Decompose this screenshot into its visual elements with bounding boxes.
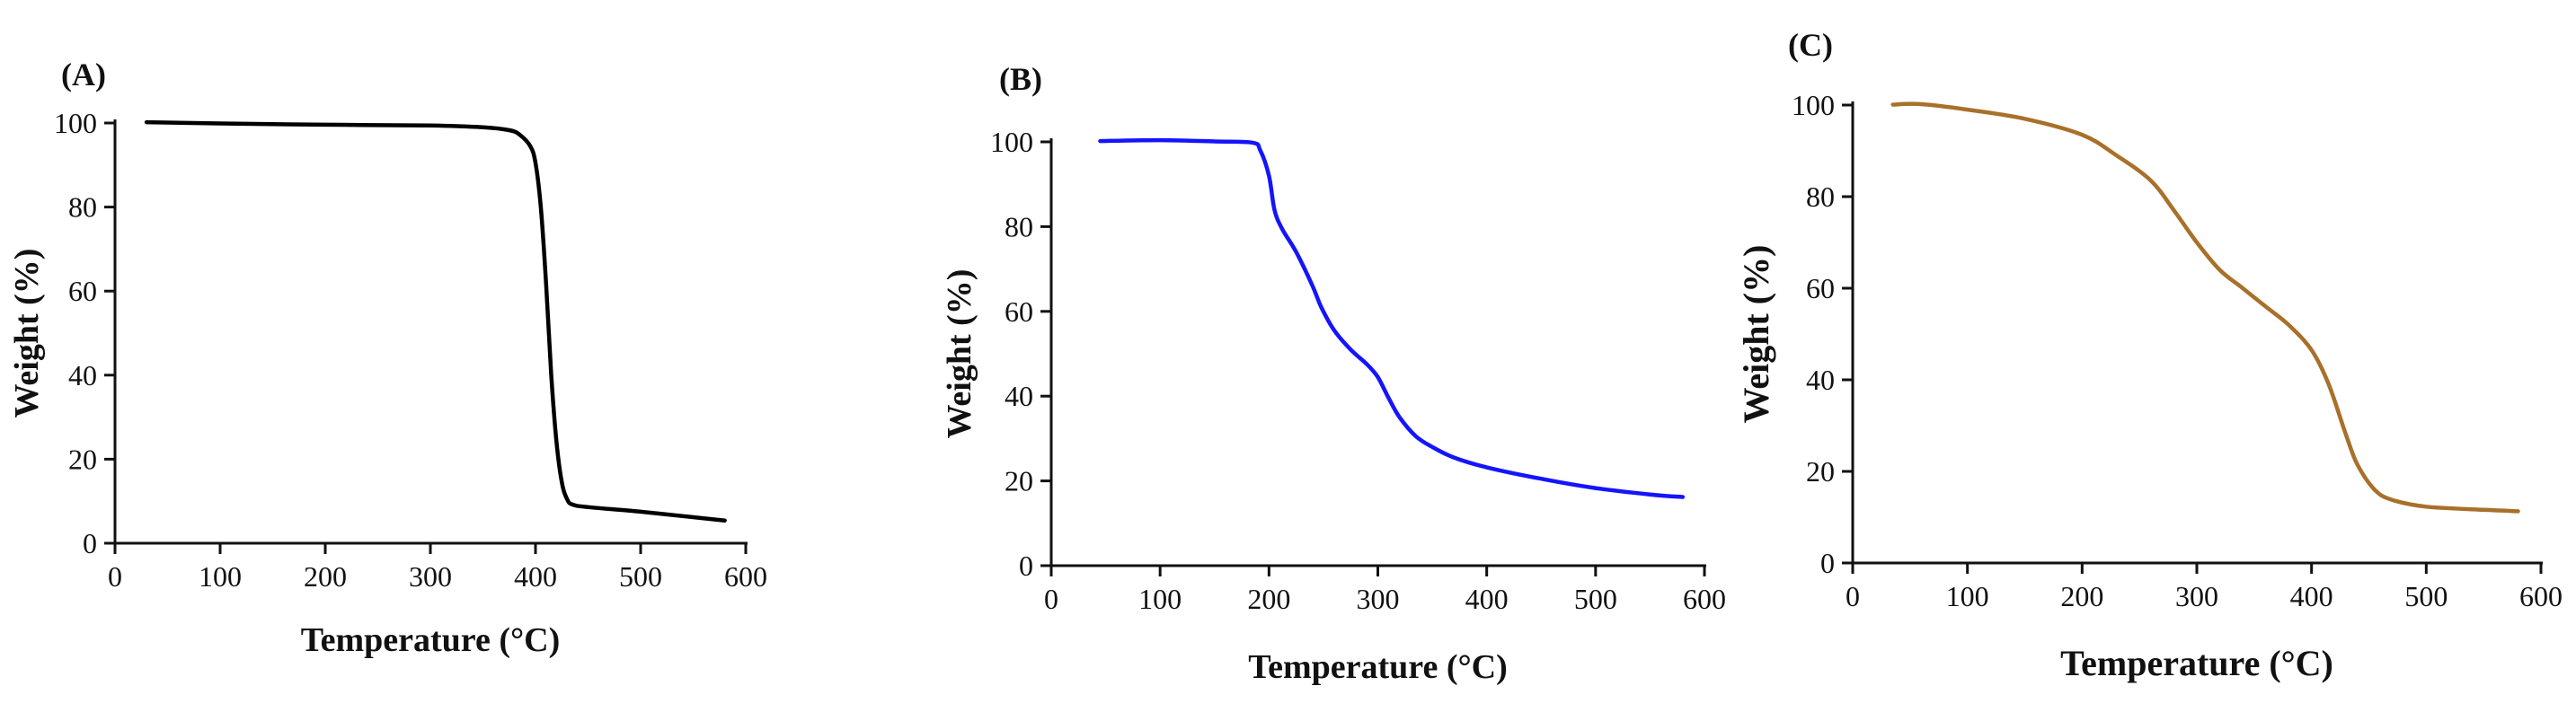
x-axis-title: Temperature (°C) <box>1248 648 1508 686</box>
x-tick-label: 500 <box>1574 583 1617 615</box>
y-tick-label: 40 <box>68 359 97 391</box>
x-tick-label: 600 <box>724 560 767 593</box>
x-tick-label: 300 <box>2175 580 2218 612</box>
y-tick-label: 80 <box>1806 180 1835 213</box>
x-tick-label: 0 <box>1044 583 1058 615</box>
y-tick-label: 60 <box>1806 272 1835 304</box>
x-tick-label: 600 <box>2519 580 2563 612</box>
x-tick-label: 100 <box>1946 580 1989 612</box>
panel-c: (C) 0 100 200 300 400 500 600 0 20 40 60 80 100 Temper… <box>1736 27 2563 683</box>
panel-label: (A) <box>61 57 106 92</box>
y-tick-label: 0 <box>83 527 97 559</box>
panel-b: (B) 0 100 200 300 400 500 600 0 20 40 60 80 100 Temper… <box>941 61 1726 686</box>
x-tick-label: 200 <box>304 560 347 593</box>
series-line <box>144 119 727 523</box>
x-tick-label: 500 <box>2404 580 2448 612</box>
y-tick-label: 20 <box>1005 465 1033 497</box>
y-tick-label: 20 <box>1806 455 1835 488</box>
y-tick-label: 100 <box>1792 89 1835 121</box>
y-tick-label: 40 <box>1005 380 1033 412</box>
x-tick-label: 100 <box>1138 583 1182 615</box>
y-tick-label: 0 <box>1820 547 1835 579</box>
y-tick-label: 60 <box>68 275 97 307</box>
x-tick-label: 500 <box>619 560 662 593</box>
y-axis-title: Weight (%) <box>8 249 46 418</box>
x-tick-label: 200 <box>1247 583 1290 615</box>
y-tick-label: 0 <box>1019 550 1033 582</box>
x-axis-title: Temperature (°C) <box>2060 643 2333 683</box>
x-tick-label: 0 <box>108 560 122 593</box>
x-tick-label: 100 <box>199 560 242 593</box>
x-tick-label: 300 <box>1357 583 1400 615</box>
y-tick-label: 100 <box>990 126 1033 158</box>
series-line <box>1098 137 1686 499</box>
panel-label: (B) <box>999 61 1042 97</box>
x-tick-label: 400 <box>514 560 557 593</box>
x-tick-label: 400 <box>1465 583 1509 615</box>
x-tick-label: 0 <box>1846 580 1860 612</box>
panel-label: (C) <box>1788 27 1833 63</box>
y-tick-label: 40 <box>1806 364 1835 396</box>
y-tick-label: 80 <box>68 191 97 224</box>
y-tick-label: 20 <box>68 443 97 475</box>
y-tick-label: 80 <box>1005 210 1033 242</box>
y-tick-label: 100 <box>54 107 97 139</box>
x-tick-label: 200 <box>2060 580 2103 612</box>
x-tick-label: 400 <box>2290 580 2333 612</box>
x-axis-title: Temperature (°C) <box>301 621 561 659</box>
y-axis-title: Weight (%) <box>1736 245 1776 424</box>
series-line <box>1890 101 2520 514</box>
y-axis-title: Weight (%) <box>941 269 978 439</box>
panel-a: (A) 0 100 200 300 400 500 600 0 20 40 60 80 100 Temper… <box>8 57 767 659</box>
y-tick-label: 60 <box>1005 295 1033 328</box>
x-tick-label: 300 <box>409 560 452 593</box>
x-tick-label: 600 <box>1683 583 1726 615</box>
